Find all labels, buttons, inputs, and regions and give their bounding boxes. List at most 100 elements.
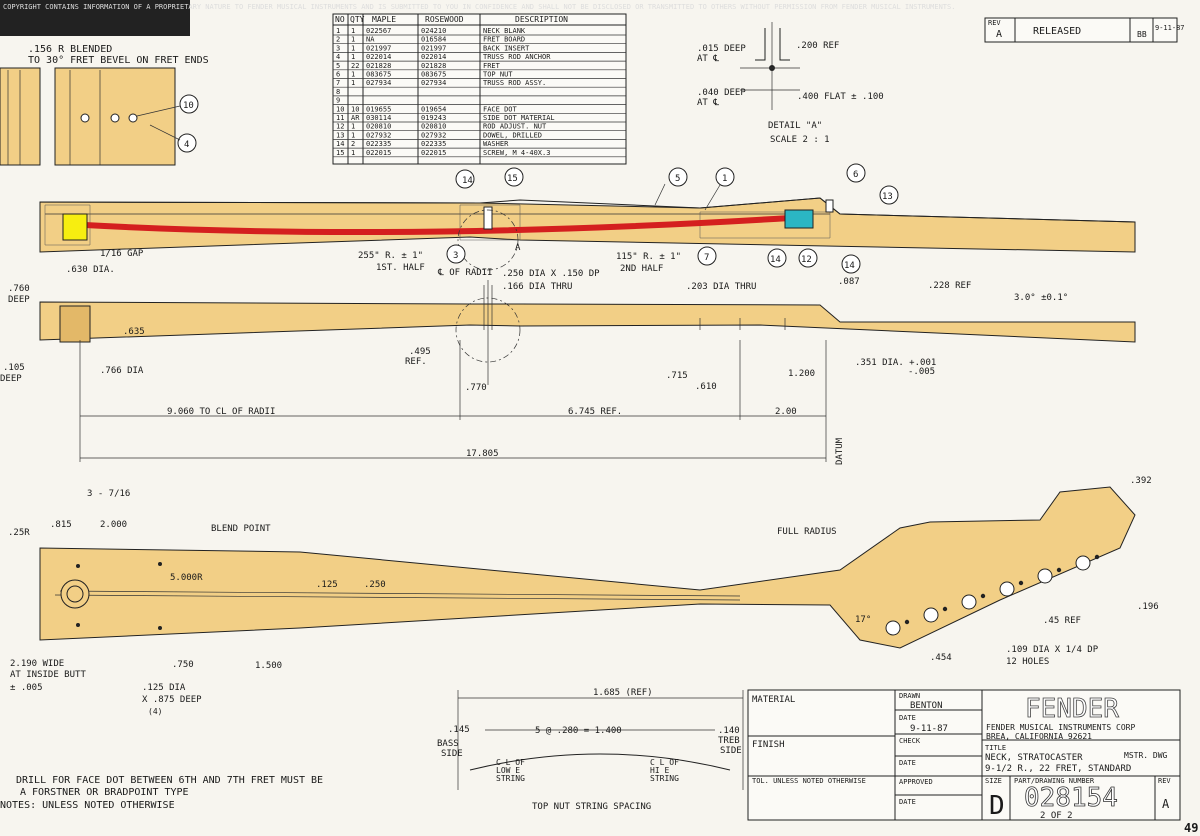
plan-full-radius: FULL RADIUS: [777, 527, 837, 537]
bom-cell: 027934: [421, 79, 446, 87]
section-a-mark: A: [515, 243, 521, 253]
bom-cell: 022015: [366, 149, 391, 157]
plan-d196: .196: [1137, 602, 1159, 612]
sec-d760: .760: [8, 284, 30, 294]
screw-hole: [1094, 554, 1100, 560]
bom-cell: 030114: [366, 114, 391, 122]
detail-a-flat: .400 FLAT ± .100: [797, 92, 884, 102]
screw-hole: [904, 619, 910, 625]
plan-d250: .250: [364, 580, 386, 590]
bom-cell: TOP NUT: [483, 71, 513, 79]
plan-inside: AT INSIDE BUTT: [10, 670, 86, 680]
bom-cell: FRET: [483, 62, 501, 70]
fret-end-detail: .156 R BLENDED TO 30° FRET BEVEL ON FRET…: [0, 44, 209, 166]
tb-company-logo: FENDER: [1025, 694, 1119, 724]
screw-hole: [1056, 567, 1062, 573]
nut-d145: .145: [448, 725, 470, 735]
bom-cell: 22: [351, 62, 359, 70]
rev-label: REV: [988, 19, 1001, 27]
bom-header-maple: MAPLE: [372, 15, 396, 24]
bom-cell: NECK BLANK: [483, 27, 526, 35]
blend-label: .156 R BLENDED: [28, 44, 112, 55]
bom-cell: 4: [336, 53, 340, 61]
plan-d392: .392: [1130, 476, 1152, 486]
revision-block: REV A RELEASED BB 9-11-87: [984, 17, 1185, 43]
bom-header-no: NO: [335, 15, 345, 24]
sec-d770: .770: [465, 383, 487, 393]
bom-cell: BACK INSERT: [483, 44, 530, 52]
bom-cell: 1: [351, 36, 355, 44]
tb-date-val: 9-11-87: [910, 724, 948, 734]
rev-status: RELEASED: [1033, 26, 1081, 37]
rev-by: BB: [1137, 30, 1147, 39]
note-drill2: A FORSTNER OR BRADPOINT TYPE: [20, 787, 189, 798]
balloon-5: 4: [184, 140, 189, 150]
tb-sheet: 2 OF 2: [1040, 811, 1073, 821]
bom-cell: 016584: [421, 36, 446, 44]
bom-header-rosewood: ROSEWOOD: [425, 15, 464, 24]
bom-cell: 1: [351, 53, 355, 61]
plan-d815: .815: [50, 520, 72, 530]
nut-ref: 1.685 (REF): [593, 688, 653, 698]
nut-spacing-detail: 1.685 (REF) 5 @ .280 = 1.400 .145 BASS S…: [437, 688, 744, 812]
sec-d766: .766 DIA: [100, 366, 144, 376]
tuner-hole: [1075, 555, 1091, 571]
bom-cell: FRET BOARD: [483, 36, 525, 44]
bom-cell: TRUSS ROD ANCHOR: [483, 53, 551, 61]
sec-d610: .610: [695, 382, 717, 392]
sec-d105: .105: [3, 363, 25, 373]
side-view: A 1/16 GAP 255" R. ± 1" 1ST. HALF 115" R…: [39, 163, 1136, 274]
tb-rev: A: [1162, 797, 1170, 811]
bom-cell: 9: [336, 97, 340, 105]
sec-angle: 3.0° ±0.1°: [1014, 293, 1068, 303]
bom-cell: 11: [336, 114, 344, 122]
bom-cell: 083675: [421, 71, 446, 79]
bom-cell: 15: [336, 149, 344, 157]
nut-hie1: C L OF: [650, 758, 679, 767]
bom-cell: DOWEL, DRILLED: [483, 131, 542, 139]
sec-d495: .495: [409, 347, 431, 357]
sec-d635: .635: [123, 327, 145, 337]
plan-view: 3 - 7/16 .25R .815 2.000 BLEND POINT 5.0…: [8, 476, 1159, 716]
plan-d454: .454: [930, 653, 952, 663]
bom-cell: 8: [336, 88, 340, 96]
sec-d351: .351 DIA. +.001: [855, 358, 936, 368]
bom-cell: 024210: [421, 27, 446, 35]
tb-title1: NECK, STRATOCASTER: [985, 753, 1083, 763]
bom-cell: 1: [351, 27, 355, 35]
tb-size-label: SIZE: [985, 777, 1002, 785]
bom-cell: 3: [336, 44, 340, 52]
copyright-text: COPYRIGHT CONTAINS INFORMATION OF A PROP…: [3, 3, 955, 11]
bom-cell: 027934: [366, 79, 391, 87]
plan-holes: .109 DIA X 1/4 DP: [1006, 645, 1099, 655]
plan-qty4: (4): [148, 707, 162, 716]
tb-check: CHECK: [899, 737, 921, 745]
bom-cell: 021828: [366, 62, 391, 70]
nut-lowe2: LOW E: [496, 766, 520, 775]
radius2-label: 115" R. ± 1": [616, 252, 681, 262]
radius1-label: 255" R. ± 1": [358, 251, 423, 261]
plan-tol: ± .005: [10, 683, 43, 693]
radius2b-label: 2ND HALF: [620, 264, 663, 274]
tb-title-label: TITLE: [985, 744, 1006, 752]
detail-a-d1: .015 DEEP: [697, 44, 746, 54]
plan-r5000: 5.000R: [170, 573, 203, 583]
bom-cell: NA: [366, 36, 375, 44]
plan-d125: .125: [316, 580, 338, 590]
bom-cell: 13: [336, 131, 344, 139]
detail-a-d2b: AT ℄: [697, 98, 719, 108]
note-drill: DRILL FOR FACE DOT BETWEEN 6TH AND 7TH F…: [16, 775, 323, 786]
sec-d203: .203 DIA THRU: [686, 282, 756, 292]
tuner-hole: [923, 607, 939, 623]
bom-cell: 12: [336, 123, 344, 131]
bom-cell: 022014: [366, 53, 391, 61]
plan-ref45: .45 REF: [1043, 616, 1081, 626]
detail-a-scale: SCALE 2 : 1: [770, 135, 830, 145]
screw-hole: [942, 606, 948, 612]
tb-finish: FINISH: [752, 740, 785, 750]
plan-d1500: 1.500: [255, 661, 282, 671]
bom-cell: 7: [336, 79, 340, 87]
plan-deep875: X .875 DEEP: [142, 695, 202, 705]
tuner-hole: [999, 581, 1015, 597]
